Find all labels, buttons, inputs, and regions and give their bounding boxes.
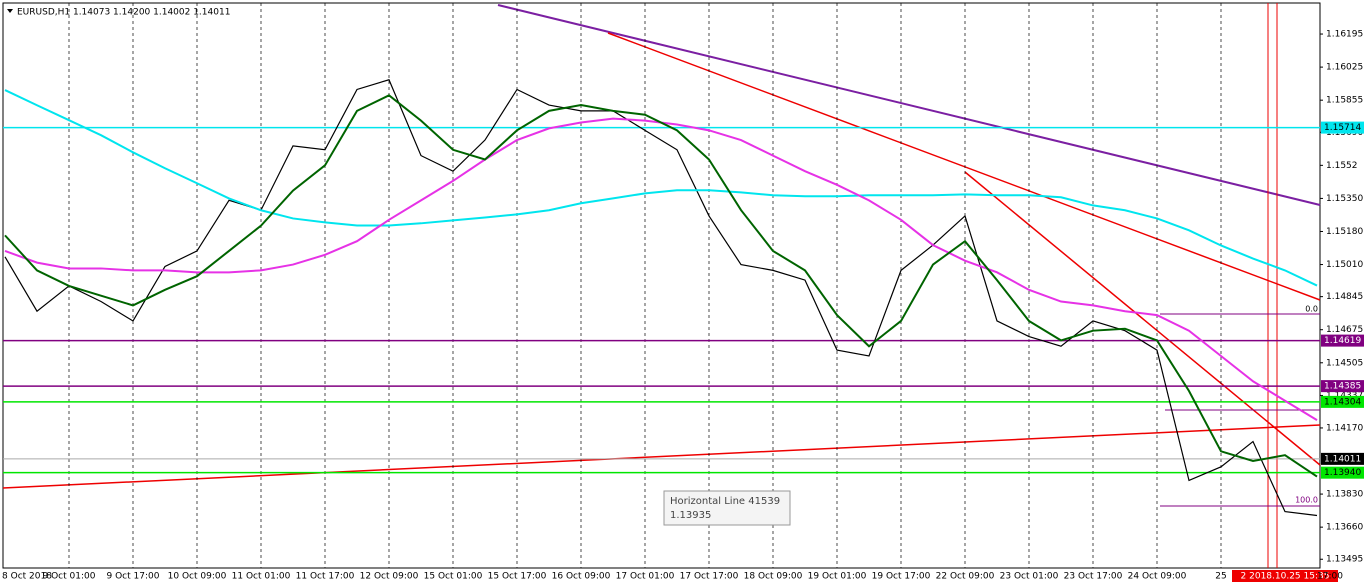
- x-tick-label: 9 Oct 17:00: [107, 572, 160, 582]
- level-tag: [1321, 334, 1364, 347]
- x-tick-label: 15 Oct 01:00: [424, 572, 483, 582]
- x-tick-label: 24 Oct 09:00: [1128, 572, 1187, 582]
- level-tag: [1321, 466, 1364, 479]
- chart-layer: 1.161951.160251.158551.156901.15521.1535…: [2, 3, 1364, 582]
- level-tag: [1321, 452, 1364, 465]
- x-tick-label: 23 Oct 01:00: [1000, 572, 1059, 582]
- x-tick-label: 17 Oct 01:00: [616, 572, 675, 582]
- tooltip: [663, 490, 791, 526]
- trend-line: [964, 171, 1321, 466]
- level-label: 1.14011: [1324, 454, 1361, 464]
- trend-line: [497, 4, 1321, 206]
- y-tick-label: 1.16025: [1326, 63, 1363, 73]
- y-tick-label: 1.14675: [1326, 325, 1363, 335]
- y-tick-label: 1.1552: [1326, 161, 1358, 171]
- x-tick-label: 16 Oct 09:00: [552, 572, 611, 582]
- x-tick-label: 19 Oct 17:00: [872, 572, 931, 582]
- x-tick-label: 2 2018.10.25 15:35: [1241, 572, 1330, 582]
- x-tick-label: 9 Oct 01:00: [43, 572, 96, 582]
- y-tick-label: 1.13660: [1326, 523, 1363, 533]
- x-tick-label: 10 Oct 09:00: [168, 572, 227, 582]
- y-tick-label: 1.13495: [1326, 555, 1363, 565]
- x-tick-label: 17 Oct 17:00: [680, 572, 739, 582]
- x-tick-label: 22 Oct 09:00: [936, 572, 995, 582]
- level-label: 1.14619: [1324, 336, 1361, 346]
- trend-line: [607, 32, 1321, 301]
- y-tick-label: 1.15350: [1326, 194, 1363, 204]
- moving-average: [4, 89, 1318, 287]
- x-tick-label: 17:00: [1317, 572, 1343, 582]
- x-tick-label: 11 Oct 17:00: [296, 572, 355, 582]
- moving-average: [4, 94, 1318, 478]
- y-tick-label: 1.15180: [1326, 227, 1363, 237]
- price-line: [4, 79, 1318, 517]
- y-tick-label: 1.16195: [1326, 30, 1363, 40]
- fibo-label: 0.0: [1305, 305, 1318, 314]
- x-tick-label: 12 Oct 09:00: [360, 572, 419, 582]
- level-label: 1.14385: [1324, 382, 1361, 392]
- chart-title: EURUSD,H1 1.14073 1.14200 1.14002 1.1401…: [17, 8, 230, 18]
- y-tick-label: 1.14170: [1326, 423, 1363, 433]
- tooltip-value: 1.13935: [670, 510, 711, 521]
- y-tick-label: 1.13830: [1326, 490, 1363, 500]
- fibo-label: 100.0: [1295, 496, 1318, 505]
- level-label: 1.14304: [1324, 397, 1361, 407]
- time-marker: [1232, 570, 1338, 582]
- y-tick-label: 1.14845: [1326, 292, 1363, 302]
- x-tick-label: 11 Oct 01:00: [232, 572, 291, 582]
- level-tag: [1321, 395, 1364, 408]
- x-tick-label: 15 Oct 17:00: [488, 572, 547, 582]
- trend-line: [2, 424, 1321, 489]
- level-tag: [1321, 380, 1364, 393]
- y-tick-label: 1.14505: [1326, 358, 1363, 368]
- x-tick-label: 8 Oct 2018: [2, 572, 52, 582]
- level-label: 1.15714: [1324, 123, 1361, 133]
- x-tick-label: 23 Oct 17:00: [1064, 572, 1123, 582]
- x-tick-label: 19 Oct 01:00: [808, 572, 867, 582]
- x-tick-label: 25: [1215, 572, 1226, 582]
- menu-arrow[interactable]: [7, 9, 13, 13]
- y-tick-label: 1.15855: [1326, 96, 1363, 106]
- y-tick-label: 1.15010: [1326, 260, 1363, 270]
- plot-frame: [2, 2, 1321, 569]
- x-tick-label: 18 Oct 09:00: [744, 572, 803, 582]
- level-tag: [1321, 121, 1364, 134]
- tooltip-title: Horizontal Line 41539: [670, 496, 780, 507]
- level-label: 1.13940: [1324, 468, 1361, 478]
